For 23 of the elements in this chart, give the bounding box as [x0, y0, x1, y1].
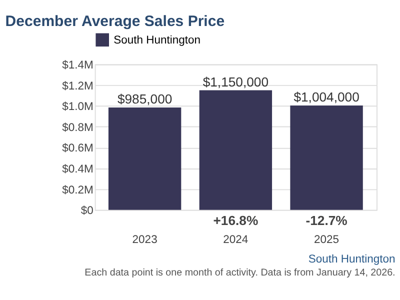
bar — [290, 105, 363, 210]
y-tick-label: $1.4M — [62, 60, 94, 72]
y-tick-label: $0.2M — [62, 184, 94, 196]
y-tick-label: $0.8M — [62, 122, 94, 134]
text: +16.8% — [213, 212, 258, 228]
text: -12.7% — [306, 212, 348, 228]
x-tick-label: 2023 — [132, 234, 158, 246]
x-tick-label: 2025 — [314, 234, 340, 246]
text: $1,004,000 — [294, 90, 360, 105]
y-tick-label: $0.4M — [62, 163, 94, 176]
bar — [199, 90, 272, 210]
y-tick-label: $1.0M — [62, 101, 94, 114]
y-tick-label: $0 — [80, 205, 94, 218]
chart-title: December Average Sales Price — [5, 12, 225, 30]
legend-label: South Huntington — [114, 34, 201, 47]
y-tick-label: $1.2M — [62, 80, 94, 92]
text: $985,000 — [117, 92, 172, 107]
x-tick-label: 2024 — [223, 234, 248, 246]
text: $1,150,000 — [202, 74, 269, 90]
text: Each data point is one month of activity. Data is from January 14, 2026. — [84, 268, 396, 279]
y-tick-label: $0.6M — [62, 142, 94, 155]
bar — [108, 107, 182, 210]
text: South Huntington — [308, 253, 396, 266]
